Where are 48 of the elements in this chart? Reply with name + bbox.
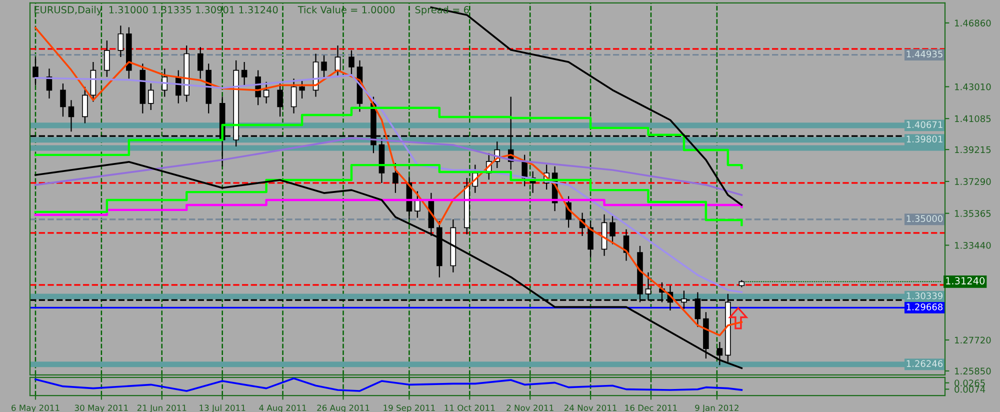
ref-line-label: 1.44935 (906, 50, 942, 58)
annotation: EURUSD,Daily 1.31000 1.31335 1.30901 1.31240 (34, 6, 278, 16)
y-tick-label: 1.27720 (955, 336, 991, 344)
candlestick (148, 83, 154, 111)
candlestick (32, 56, 38, 86)
y-tick-label: 1.39215 (955, 146, 991, 154)
y-tick-label: 1.25850 (955, 368, 991, 375)
y-tick-label: 1.41085 (955, 115, 991, 122)
y-tick-label: 1.43010 (955, 83, 991, 90)
annotation: 1.31240 (946, 277, 985, 284)
ref-line-label: 1.26246 (906, 360, 943, 368)
candlestick (82, 86, 88, 124)
candlestick (348, 50, 354, 76)
line-series (34, 137, 743, 196)
candlestick (104, 40, 110, 78)
annotation: Spread = 6 (415, 6, 469, 16)
candlestick (197, 46, 204, 80)
candlestick (588, 220, 594, 258)
x-tick-label: 24 Nov 2011 (564, 404, 616, 411)
x-tick-label: 2 Nov 2011 (506, 404, 554, 411)
candlestick (610, 216, 616, 245)
candlestick (277, 83, 283, 118)
candlestick (299, 80, 305, 100)
candlestick (716, 341, 723, 366)
candlestick (290, 78, 297, 114)
line-series (34, 377, 743, 392)
candlestick (241, 61, 248, 86)
ref-line-label: 1.39801 (906, 136, 942, 142)
annotation: Tick Value = 1.0000 (298, 6, 395, 14)
y-tick-label: 0.0074 (954, 386, 986, 393)
y-tick-label: 1.46860 (955, 20, 991, 26)
ref-line-label: 1.35000 (906, 215, 943, 222)
ref-line-label: 1.29668 (906, 303, 943, 310)
candlestick (60, 83, 66, 118)
candlestick (334, 44, 341, 78)
candlestick (118, 25, 124, 58)
y-tick-label: 1.37290 (955, 178, 991, 186)
x-tick-label: 11 Oct 2011 (444, 404, 495, 411)
y-tick-label: 1.33440 (955, 242, 991, 249)
candlestick (321, 54, 327, 80)
candlestick (392, 162, 398, 194)
y-tick-label: 0.0265 (954, 380, 985, 386)
ref-line-label: 1.40671 (906, 121, 942, 128)
y-tick-label: 1.35365 (955, 210, 991, 217)
candlestick (263, 81, 270, 104)
candlestick (68, 100, 74, 132)
ref-line-label: 1.30339 (906, 292, 943, 300)
x-tick-label: 16 Dec 2011 (625, 404, 677, 411)
